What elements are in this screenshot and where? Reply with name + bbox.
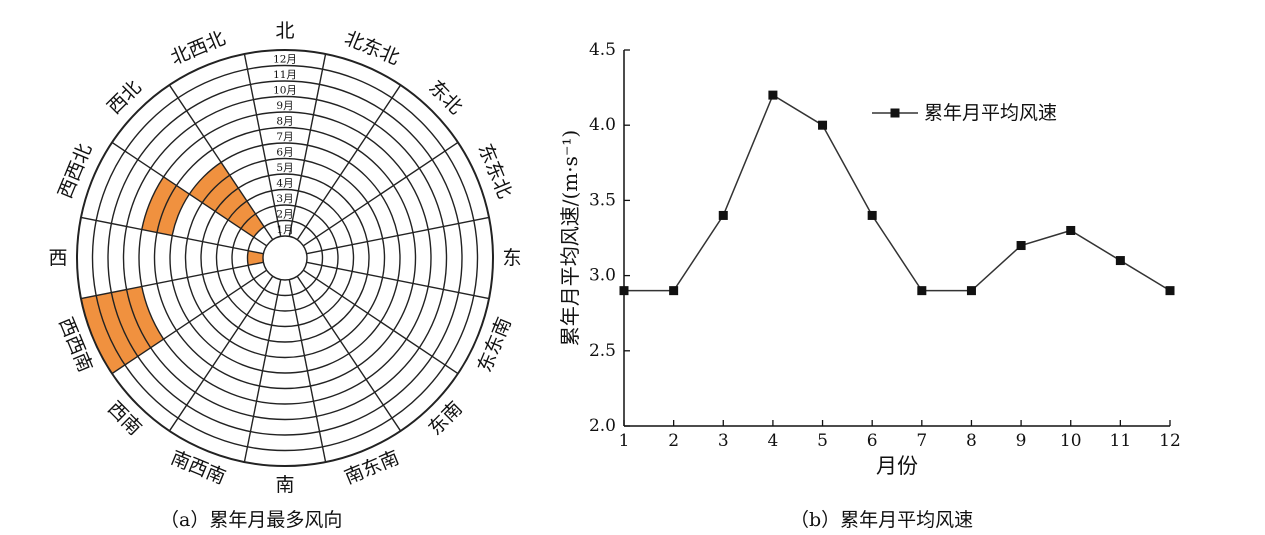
legend-marker	[890, 108, 900, 118]
direction-divider	[306, 261, 490, 300]
data-point	[1066, 225, 1076, 235]
month-ring	[215, 188, 355, 328]
direction-divider	[80, 216, 264, 255]
highlight-cell-month-3	[228, 201, 256, 229]
direction-divider	[243, 279, 282, 463]
month-ring	[262, 235, 308, 281]
month-ring	[138, 111, 432, 405]
month-label: 7月	[276, 131, 293, 143]
y-tick-label: 3.0	[589, 266, 616, 286]
data-point	[917, 286, 927, 296]
data-point	[718, 210, 728, 220]
x-tick-label: 5	[817, 431, 828, 451]
direction-divider	[288, 53, 327, 237]
direction-divider	[168, 275, 274, 432]
y-tick-label: 3.5	[589, 190, 616, 210]
x-tick-label: 11	[1110, 431, 1132, 451]
series-line	[624, 94, 1171, 292]
month-ring	[184, 157, 386, 359]
x-tick-label: 1	[619, 431, 630, 451]
highlight-cell-month-9	[126, 286, 164, 348]
month-ring	[231, 204, 339, 312]
data-point	[867, 210, 877, 220]
highlight-cell-month-5	[202, 175, 239, 212]
direction-divider	[168, 84, 274, 241]
highlight-cell-month-7	[157, 185, 190, 236]
y-tick-label: 2.0	[589, 416, 616, 436]
data-point	[768, 90, 778, 100]
direction-divider	[111, 141, 268, 247]
data-point	[1115, 256, 1125, 266]
y-axis-title: 累年月平均风速/(m·s⁻¹)	[558, 130, 582, 347]
direction-divider	[302, 141, 459, 247]
y-tick-label: 4.0	[589, 115, 616, 135]
x-tick-label: 8	[966, 431, 977, 451]
direction-label: 南	[275, 474, 294, 496]
month-ring	[122, 95, 448, 421]
direction-divider	[296, 275, 402, 432]
data-point	[1165, 286, 1175, 296]
data-point	[966, 286, 976, 296]
month-ring	[246, 219, 324, 297]
data-point	[669, 286, 679, 296]
direction-divider	[80, 261, 264, 300]
direction-divider	[288, 279, 327, 463]
month-label: 6月	[276, 146, 293, 158]
month-label: 9月	[276, 100, 293, 112]
month-ring	[153, 126, 417, 390]
data-point	[1016, 241, 1026, 251]
highlight-cell-month-10	[111, 289, 151, 357]
highlight-cell-month-1	[247, 250, 264, 266]
highlight-cell-month-11	[96, 292, 138, 365]
direction-label: 东	[502, 247, 521, 269]
x-tick-label: 9	[1016, 431, 1027, 451]
highlight-cell-month-4	[215, 188, 247, 220]
y-tick-label: 2.5	[589, 341, 616, 361]
month-ring	[200, 173, 370, 343]
direction-divider	[306, 216, 490, 255]
month-label: 5月	[276, 162, 293, 174]
highlight-cell-month-6	[189, 162, 230, 203]
direction-divider	[302, 269, 459, 375]
highlight-cell-month-8	[141, 176, 177, 233]
x-tick-label: 3	[718, 431, 729, 451]
direction-divider	[111, 269, 268, 375]
caption-right: （b）累年月平均风速	[790, 509, 974, 531]
month-label: 8月	[276, 115, 293, 127]
month-label: 12月	[273, 53, 297, 65]
month-label: 3月	[276, 193, 293, 205]
month-ring	[107, 80, 463, 436]
x-tick-label: 6	[867, 431, 878, 451]
data-point	[818, 120, 828, 130]
data-point	[619, 286, 629, 296]
month-label: 11月	[273, 69, 297, 81]
month-label: 1月	[276, 224, 293, 236]
legend-label: 累年月平均风速	[924, 102, 1057, 124]
caption-left: （a）累年月最多风向	[160, 509, 343, 531]
month-label: 10月	[273, 84, 297, 96]
direction-divider	[296, 84, 402, 241]
month-ring	[169, 142, 401, 374]
month-label: 2月	[276, 208, 293, 220]
x-tick-label: 10	[1060, 431, 1082, 451]
month-ring	[91, 64, 479, 452]
direction-divider	[243, 53, 282, 237]
direction-label: 西	[48, 247, 67, 269]
month-label: 4月	[276, 177, 293, 189]
wind-speed-line-chart: 2.02.53.03.54.04.51 2 3 4 5 6 7 8 9 10 11 12月份累年月平均…	[558, 40, 1181, 478]
x-tick-label: 7	[916, 431, 927, 451]
highlight-cell-month-12	[80, 295, 125, 374]
x-axis-title: 月份	[876, 454, 918, 478]
x-tick-label: 12	[1159, 431, 1181, 451]
y-tick-label: 4.5	[589, 40, 616, 60]
month-ring	[76, 49, 494, 467]
x-tick-label: 4	[767, 431, 778, 451]
x-tick-label: 2	[668, 431, 679, 451]
direction-label: 北	[275, 20, 294, 42]
